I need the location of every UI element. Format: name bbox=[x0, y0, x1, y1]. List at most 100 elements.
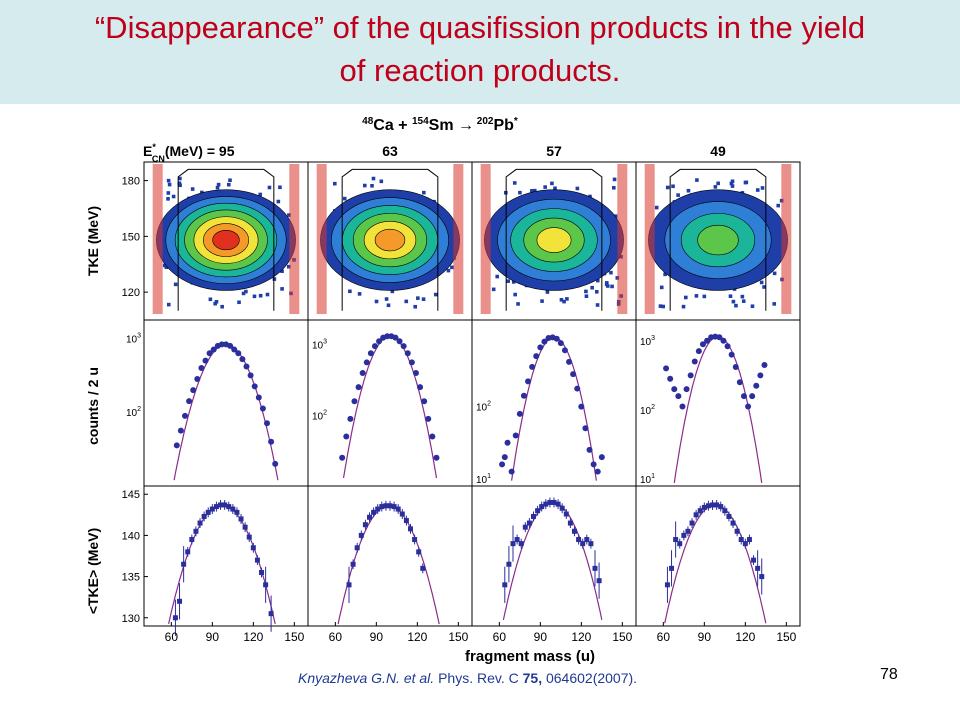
mass-ytick-label: 103 bbox=[640, 335, 655, 348]
map-noise-pixel bbox=[728, 294, 733, 299]
tke-point bbox=[580, 541, 586, 547]
slide-title: “Disappearance” of the quasifission prod… bbox=[0, 6, 960, 92]
mass-yield-point bbox=[582, 425, 589, 432]
mass-yield-point bbox=[533, 353, 540, 360]
map-noise-pixel bbox=[615, 276, 620, 280]
map-noise-pixel bbox=[755, 188, 760, 192]
map-noise-pixel bbox=[178, 176, 182, 181]
mass-yield-point bbox=[384, 333, 391, 340]
map-noise-pixel bbox=[173, 282, 178, 287]
mass-ytick-exp: 1 bbox=[487, 473, 491, 480]
mass-yield-point bbox=[404, 350, 411, 357]
map-noise-pixel bbox=[740, 294, 745, 299]
tke-point bbox=[539, 504, 545, 510]
mass-yield-point bbox=[177, 427, 184, 434]
tke-point bbox=[391, 504, 397, 510]
mass-yield-point bbox=[363, 359, 370, 366]
mass-ytick-label: 102 bbox=[126, 406, 141, 419]
energy-label-2: 57 bbox=[546, 143, 562, 159]
mass-yield-point bbox=[417, 384, 424, 391]
map-noise-pixel bbox=[171, 194, 176, 199]
mass-fit-curve bbox=[173, 343, 279, 481]
tke-point bbox=[701, 504, 707, 510]
map-noise-pixel bbox=[214, 299, 219, 304]
mass-yield-point bbox=[182, 412, 188, 419]
tke-point bbox=[697, 508, 703, 514]
tke-point bbox=[201, 513, 207, 519]
tke-point bbox=[714, 502, 720, 508]
mass-ytick-base: 10 bbox=[476, 403, 488, 414]
tke-point bbox=[189, 537, 195, 543]
mass-fit-curve bbox=[342, 335, 438, 479]
map-noise-pixel bbox=[357, 292, 362, 296]
tke-point bbox=[263, 582, 269, 588]
map-noise-pixel bbox=[258, 192, 263, 197]
energy-label-1: 63 bbox=[382, 143, 398, 159]
map-noise-pixel bbox=[553, 186, 557, 191]
x-tick-label: 90 bbox=[206, 630, 220, 644]
mass-yield-point bbox=[392, 334, 399, 341]
energy-label-0: E* CN(MeV) = 95 bbox=[143, 142, 235, 164]
tke-point bbox=[197, 520, 203, 526]
tke-point bbox=[726, 513, 732, 519]
map-noise-pixel bbox=[681, 304, 686, 309]
mass-ytick-label: 101 bbox=[640, 473, 655, 486]
mass-yield-point bbox=[421, 398, 428, 405]
map-noise-pixel bbox=[595, 278, 600, 283]
mass-yield-point bbox=[255, 394, 262, 401]
map-noise-pixel bbox=[594, 289, 599, 294]
mass-ytick-base: 10 bbox=[640, 337, 652, 348]
mass-yield-point bbox=[598, 454, 605, 461]
map-noise-pixel bbox=[280, 269, 284, 274]
mass-yield-point bbox=[355, 384, 362, 391]
tke-point bbox=[759, 574, 765, 580]
energy-sub: CN bbox=[152, 154, 165, 164]
tke-point bbox=[693, 512, 699, 518]
xlabel: fragment mass (u) bbox=[465, 648, 595, 665]
map-noise-pixel bbox=[694, 294, 699, 298]
map-noise-pixel bbox=[545, 290, 550, 294]
map-noise-pixel bbox=[565, 297, 569, 301]
mass-yield-point bbox=[339, 454, 346, 461]
mass-yield-point bbox=[239, 356, 246, 363]
mass-yield-point bbox=[173, 442, 180, 449]
tke-point bbox=[399, 511, 405, 517]
mass-yield-point bbox=[396, 338, 403, 345]
tke-point bbox=[213, 504, 219, 510]
map-noise-pixel bbox=[516, 302, 520, 306]
tke-point bbox=[238, 516, 244, 522]
mass-yield-point bbox=[186, 398, 193, 405]
tke-point bbox=[242, 524, 248, 530]
map-noise-pixel bbox=[370, 183, 374, 188]
map-noise-pixel bbox=[433, 292, 438, 297]
mass-yield-point bbox=[699, 341, 706, 348]
title-line-1: “Disappearance” of the quasifission prod… bbox=[94, 10, 866, 45]
tke-point bbox=[543, 501, 549, 507]
map-noise-pixel bbox=[741, 299, 746, 303]
tke-point bbox=[181, 561, 187, 567]
map-noise-pixel bbox=[743, 180, 748, 185]
map-elastic-band bbox=[617, 164, 628, 314]
tke-point bbox=[268, 611, 274, 617]
tke-point bbox=[387, 503, 393, 509]
panel-frame bbox=[307, 319, 473, 487]
map-window bbox=[341, 168, 439, 311]
mass-yield-point bbox=[683, 386, 690, 393]
tke-point bbox=[738, 537, 744, 543]
mass-yield-point bbox=[566, 358, 573, 365]
map-noise-pixel bbox=[610, 284, 614, 289]
mass-yield-point bbox=[586, 446, 593, 453]
map-noise-pixel bbox=[550, 181, 554, 186]
reaction-s3: Pb bbox=[493, 117, 514, 134]
mean-tke-ytick-label: 145 bbox=[122, 489, 140, 501]
citation-rest: 064602(2007). bbox=[542, 670, 638, 686]
tke-point bbox=[222, 502, 228, 508]
mass-yield-point bbox=[537, 344, 544, 351]
map-elastic-band bbox=[453, 164, 464, 314]
tke-fit-curve bbox=[664, 504, 767, 624]
mass-ytick-exp: 3 bbox=[137, 332, 141, 339]
map-noise-pixel bbox=[213, 301, 217, 306]
mass-yield-point bbox=[594, 468, 601, 475]
map-noise-pixel bbox=[446, 268, 451, 273]
